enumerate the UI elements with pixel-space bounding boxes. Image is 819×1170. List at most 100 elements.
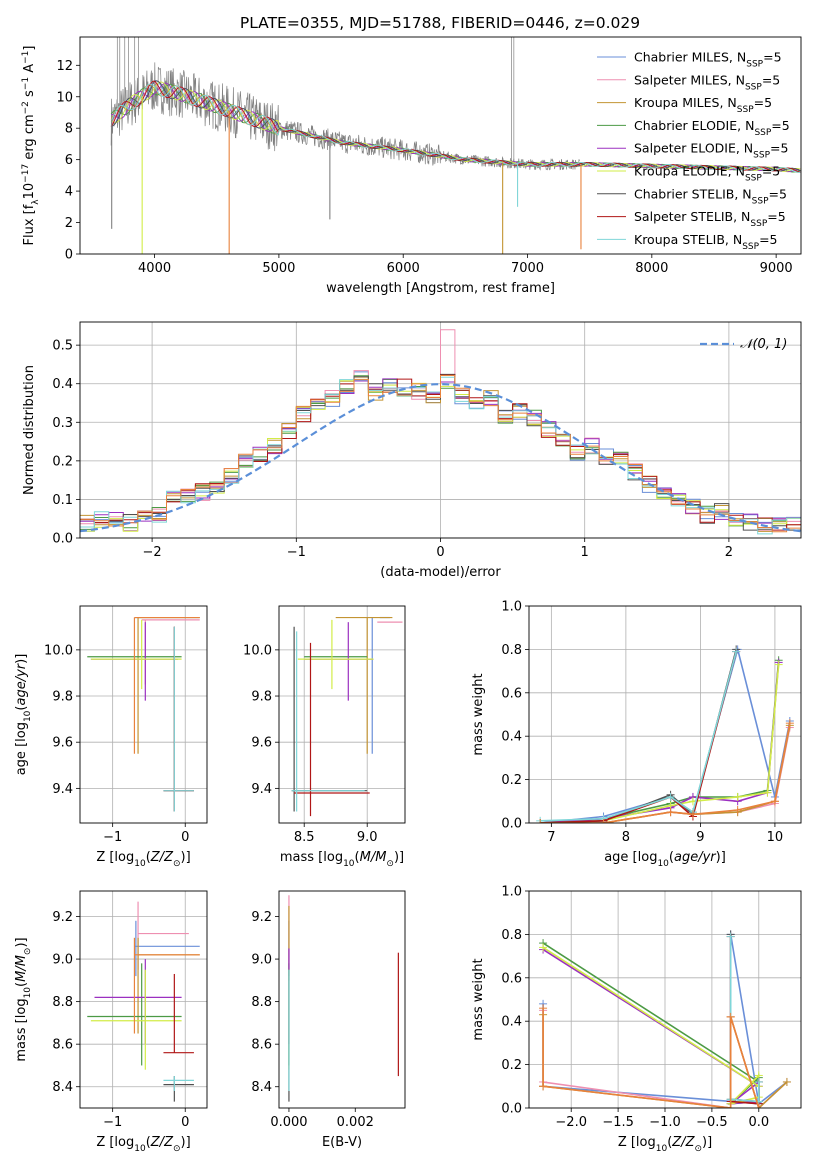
y-tick-label: 8 bbox=[65, 122, 73, 137]
y-tick-label: 8.6 bbox=[251, 1038, 272, 1053]
legend-label: Salpeter ELODIE, NSSP=5 bbox=[634, 141, 788, 161]
x-tick-label: 8 bbox=[622, 830, 630, 845]
plot-area bbox=[279, 606, 405, 823]
x-tick-label: 8.5 bbox=[294, 830, 315, 845]
x-tick-label: 0.000 bbox=[270, 1115, 307, 1130]
y-tick-label: 9.0 bbox=[52, 953, 73, 968]
y-axis-label: mass [log10(M/M⊙)] bbox=[14, 937, 33, 1061]
x-tick-label: 10 bbox=[767, 830, 784, 845]
panel-residuals: −2 −1 0 1 2 0.0 0.1 0.2 0.3 0.4 0.5 (data-model)/er… bbox=[22, 321, 802, 580]
y-tick-label: 8.8 bbox=[251, 995, 272, 1010]
x-tick-label: 5000 bbox=[262, 261, 295, 276]
panel-z-weight: −2.0 −1.5 −1.0 −0.5 0.0 0.0 0.2 0.4 0.6 0.8 1.0 Z [… bbox=[471, 885, 802, 1154]
legend-label: 𝒩(0, 1) bbox=[740, 337, 787, 352]
axes-frame bbox=[278, 890, 406, 1109]
x-tick-label: −0.5 bbox=[696, 1115, 728, 1130]
axes-frame bbox=[79, 321, 802, 539]
x-axis-label: Z [log10(Z/Z⊙)] bbox=[96, 850, 190, 869]
y-tick-label: 0.2 bbox=[501, 1058, 522, 1073]
y-tick-label: 0.2 bbox=[52, 454, 73, 469]
x-tick-label: 7 bbox=[547, 830, 555, 845]
y-tick-label: 9.2 bbox=[52, 910, 73, 925]
x-axis-label: Z [log10(Z/Z⊙)] bbox=[96, 1135, 190, 1154]
axes-frame bbox=[79, 605, 208, 824]
y-tick-label: 0.4 bbox=[501, 730, 522, 745]
x-axis-label: mass [log10(M/M⊙)] bbox=[280, 850, 404, 869]
y-tick-label: 9.6 bbox=[52, 736, 73, 751]
plot-area bbox=[80, 891, 207, 1108]
x-axis-label: age [log10(age/yr)] bbox=[604, 850, 726, 869]
panel-spectrum: 4000 5000 6000 7000 8000 9000 0 2 4 6 8 10 12 wavelen… bbox=[21, 36, 802, 296]
y-tick-label: 0.3 bbox=[52, 416, 73, 431]
x-tick-label: 4000 bbox=[138, 261, 171, 276]
legend-label: Salpeter STELIB, NSSP=5 bbox=[634, 209, 786, 229]
plot-area bbox=[110, 37, 801, 254]
panels: 4000 5000 6000 7000 8000 9000024681012wavelen… bbox=[14, 36, 802, 1154]
x-tick-label: −1.5 bbox=[602, 1115, 634, 1130]
y-tick-label: 0.2 bbox=[501, 773, 522, 788]
y-tick-label: 1.0 bbox=[501, 885, 522, 900]
x-tick-label: 9000 bbox=[760, 261, 793, 276]
y-tick-label: 6 bbox=[65, 153, 73, 168]
residual-histogram bbox=[80, 375, 801, 533]
plot-area bbox=[529, 891, 801, 1108]
y-tick-label: 0.4 bbox=[52, 377, 73, 392]
legend-label: Chabrier MILES, NSSP=5 bbox=[634, 50, 782, 70]
axes-frame bbox=[528, 890, 802, 1109]
y-tick-label: 9.4 bbox=[52, 782, 73, 797]
x-tick-label: 0.0 bbox=[748, 1115, 769, 1130]
spectrum-data-line bbox=[110, 62, 580, 171]
legend-label: Salpeter MILES, NSSP=5 bbox=[634, 72, 780, 92]
y-tick-label: 12 bbox=[56, 59, 73, 74]
spectrum-model-line bbox=[110, 81, 801, 172]
y-tick-label: 9.8 bbox=[52, 690, 73, 705]
legend-label: Kroupa ELODIE, NSSP=5 bbox=[634, 164, 780, 184]
y-axis-label: age [log10(age/yr)] bbox=[14, 654, 33, 776]
spectrum-model-line bbox=[110, 83, 801, 173]
x-axis-label: wavelength [Angstrom, rest frame] bbox=[326, 281, 555, 296]
x-tick-label: −2.0 bbox=[555, 1115, 587, 1130]
y-tick-label: 4 bbox=[65, 185, 73, 200]
y-tick-label: 0.6 bbox=[501, 971, 522, 986]
plot-area bbox=[529, 606, 801, 823]
y-tick-label: 0.4 bbox=[501, 1015, 522, 1030]
plot-area bbox=[80, 606, 207, 823]
x-tick-label: −1 bbox=[103, 1115, 122, 1130]
y-tick-label: 0 bbox=[65, 248, 73, 263]
axes-frame bbox=[79, 890, 208, 1109]
x-tick-label: −1 bbox=[287, 545, 306, 560]
x-tick-label: 0 bbox=[436, 545, 444, 560]
x-tick-label: 9 bbox=[696, 830, 704, 845]
y-tick-label: 9.4 bbox=[251, 782, 272, 797]
plot-area bbox=[80, 322, 801, 538]
x-tick-label: 6000 bbox=[387, 261, 420, 276]
weight-series-line bbox=[542, 948, 760, 1105]
y-tick-label: 2 bbox=[65, 216, 73, 231]
x-tick-label: −2 bbox=[143, 545, 162, 560]
legend-label: Kroupa MILES, NSSP=5 bbox=[634, 95, 772, 115]
y-axis-label: mass weight bbox=[471, 958, 486, 1040]
x-tick-label: −1 bbox=[103, 830, 122, 845]
x-axis-label: Z [log10(Z/Z⊙)] bbox=[618, 1135, 712, 1154]
x-tick-label: −1.0 bbox=[649, 1115, 681, 1130]
figure-title: PLATE=0355, MJD=51788, FIBERID=0446, z=0… bbox=[240, 14, 640, 32]
weight-series-line bbox=[542, 942, 760, 1105]
legend-label: Chabrier STELIB, NSSP=5 bbox=[634, 186, 787, 206]
y-tick-label: 0.5 bbox=[52, 339, 73, 354]
axes-frame bbox=[79, 36, 802, 255]
x-axis-label: E(B-V) bbox=[322, 1135, 362, 1150]
x-tick-label: 2 bbox=[725, 545, 733, 560]
y-tick-label: 0.1 bbox=[52, 493, 73, 508]
y-tick-label: 1.0 bbox=[501, 600, 522, 615]
x-tick-label: 1 bbox=[581, 545, 589, 560]
y-tick-label: 8.4 bbox=[52, 1080, 73, 1095]
y-tick-label: 0.0 bbox=[501, 1102, 522, 1117]
y-tick-label: 10 bbox=[56, 90, 73, 105]
panel-ebv-mass: 0.000 0.002 8.4 8.6 8.8 9.0 9.2 E(B-V) bbox=[251, 890, 406, 1150]
plot-area bbox=[288, 895, 399, 1102]
x-tick-label: 7000 bbox=[511, 261, 544, 276]
weight-series-line bbox=[542, 1008, 760, 1108]
y-tick-label: 9.0 bbox=[251, 953, 272, 968]
